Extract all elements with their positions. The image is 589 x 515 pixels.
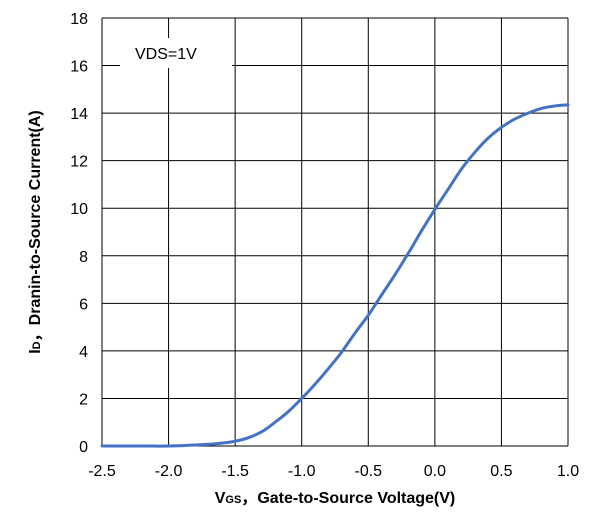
y-axis-title-main: I <box>27 349 44 353</box>
y-tick-label: 0 <box>79 439 88 456</box>
y-tick-label: 2 <box>79 391 88 408</box>
x-axis-title-subscript: GS <box>225 494 241 506</box>
series-line <box>100 103 570 448</box>
x-tick-label: 0.0 <box>424 463 446 480</box>
x-axis-title: VGS，Gate-to-Source Voltage(V) <box>215 490 456 507</box>
y-tick-label: 4 <box>79 344 88 361</box>
y-axis-title-rest: ，Dranin-to-Source Current(A) <box>27 110 44 341</box>
x-tick-label: -2.5 <box>88 463 116 480</box>
y-tick-label: 18 <box>70 11 88 28</box>
y-axis-ticks: 0 2 4 6 8 10 12 14 16 18 <box>70 11 88 456</box>
y-tick-label: 16 <box>70 59 88 76</box>
plot-background <box>102 18 568 446</box>
x-tick-label: -2.0 <box>155 463 183 480</box>
x-tick-label: 0.5 <box>490 463 512 480</box>
y-tick-label: 8 <box>79 249 88 266</box>
x-tick-label: -1.0 <box>288 463 316 480</box>
y-axis-title: ID，Dranin-to-Source Current(A) <box>27 110 44 354</box>
x-axis-ticks: -2.5 -2.0 -1.5 -1.0 -0.5 0.0 0.5 1.0 <box>88 463 579 480</box>
grid <box>101 17 569 447</box>
x-tick-label: -1.5 <box>221 463 249 480</box>
x-axis-title-main: V <box>215 490 226 507</box>
y-tick-label: 14 <box>70 106 88 123</box>
annotation-box <box>120 38 232 68</box>
y-axis-title-subscript: D <box>31 341 43 349</box>
x-tick-label: -0.5 <box>354 463 382 480</box>
annotation-vds: VDS=1V <box>135 46 197 63</box>
y-tick-label: 10 <box>70 201 88 218</box>
y-tick-label: 6 <box>79 296 88 313</box>
x-axis-title-rest: ，Gate-to-Source Voltage(V) <box>241 490 455 507</box>
x-tick-label: 1.0 <box>557 463 579 480</box>
y-tick-label: 12 <box>70 154 88 171</box>
